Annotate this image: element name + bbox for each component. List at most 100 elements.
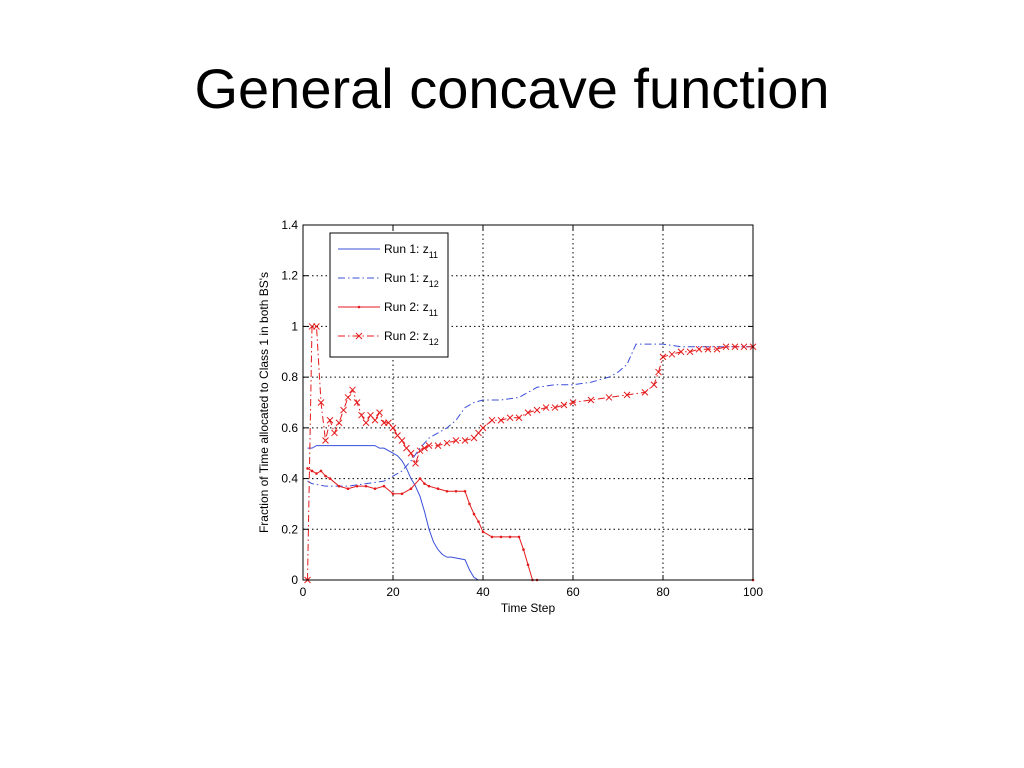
data-point: [499, 535, 503, 539]
data-point: [695, 345, 703, 353]
legend-label: Run 2: z11: [384, 300, 438, 318]
y-tick-label: 0.6: [281, 421, 298, 435]
data-point: [623, 391, 631, 399]
data-point: [517, 535, 521, 539]
legend-marker: [355, 332, 363, 340]
data-point: [515, 414, 523, 422]
data-point: [454, 489, 458, 493]
x-tick-label: 60: [566, 585, 580, 599]
series-line-4: [307, 325, 753, 581]
data-point: [409, 487, 413, 491]
data-point: [542, 404, 550, 411]
data-point: [740, 343, 748, 351]
data-point: [434, 442, 442, 449]
series-4: [304, 323, 757, 584]
data-point: [533, 406, 541, 414]
data-point: [508, 535, 512, 539]
data-point: [452, 437, 460, 444]
data-point: [416, 447, 424, 455]
data-point: [569, 399, 577, 406]
series-line-1: [307, 445, 753, 581]
data-point: [400, 492, 404, 496]
data-point: [389, 424, 397, 432]
data-point: [641, 389, 649, 396]
data-point: [423, 482, 426, 485]
x-tick-label: 20: [386, 585, 400, 599]
data-point: [418, 477, 422, 480]
series-line-2: [307, 343, 753, 487]
legend-label: Run 2: z12: [384, 329, 439, 347]
data-point: [436, 487, 440, 491]
data-point: [472, 512, 476, 516]
x-tick-label: 80: [656, 585, 670, 599]
x-tick-label: 100: [743, 585, 763, 599]
data-point: [506, 414, 514, 422]
series-2: [307, 343, 753, 487]
data-point: [412, 460, 419, 467]
y-axis-label: Fraction of Time allocated to Class 1 in…: [257, 272, 271, 533]
data-point: [427, 484, 431, 488]
data-point: [481, 530, 485, 534]
y-tick-label: 1.4: [281, 218, 298, 232]
data-point: [463, 489, 467, 493]
data-point: [335, 419, 343, 427]
data-point: [407, 449, 415, 457]
y-tick-label: 1.2: [281, 269, 298, 283]
series-line-3: [307, 467, 753, 581]
y-tick-label: 0.2: [281, 522, 298, 536]
data-point: [391, 492, 395, 496]
legend-entry-1: Run 1: z11: [338, 242, 438, 260]
data-point: [346, 487, 350, 491]
legend-label: Run 1: z12: [384, 271, 439, 289]
data-point: [659, 353, 667, 361]
slide-title: General concave function: [194, 57, 830, 120]
legend-entry-2: Run 1: z12: [338, 271, 439, 289]
legend: Run 1: z11 Run 1: z12 Run 2: z11 Run 2: z12: [329, 232, 449, 358]
data-point: [713, 345, 721, 353]
data-point: [488, 416, 496, 424]
data-point: [398, 437, 406, 444]
data-point: [677, 348, 685, 356]
data-point: [477, 520, 480, 523]
data-point: [306, 467, 309, 470]
data-point: [324, 474, 327, 478]
data-point: [349, 386, 356, 394]
data-point: [668, 350, 676, 358]
data-point: [524, 409, 532, 416]
data-point: [655, 368, 662, 376]
data-point: [322, 437, 329, 444]
data-point: [362, 419, 370, 427]
legend-box: [329, 232, 449, 358]
data-point: [587, 396, 595, 404]
data-point: [686, 348, 694, 356]
series-layer: [304, 323, 757, 584]
data-point: [355, 484, 359, 488]
data-point: [331, 429, 338, 437]
data-point: [326, 416, 334, 424]
data-point: [319, 469, 323, 473]
data-point: [704, 345, 712, 353]
data-point: [310, 469, 314, 473]
legend-entry-4: Run 2: z12: [338, 329, 439, 347]
data-point: [650, 381, 658, 389]
data-point: [522, 548, 525, 551]
data-point: [731, 343, 739, 351]
data-point: [337, 484, 341, 488]
data-point: [560, 401, 568, 409]
data-point: [526, 563, 530, 567]
data-point: [340, 406, 347, 414]
y-tick-label: 0: [291, 573, 298, 587]
data-point: [443, 439, 451, 447]
y-tick-label: 0.8: [281, 370, 298, 384]
data-point: [376, 409, 383, 416]
data-point: [490, 535, 494, 539]
data-point: [461, 437, 469, 444]
tick-layer: 0 20 40 60 80 100 0 0.2 0.4 0.6 0.8 1 1.2 1.4: [281, 218, 763, 599]
data-point: [551, 404, 559, 411]
y-tick-label: 0.4: [281, 472, 298, 486]
data-point: [479, 424, 487, 432]
plot-frame: [302, 224, 754, 581]
legend-marker: [357, 305, 361, 309]
series-3: [306, 467, 755, 582]
x-axis-label: Time Step: [501, 601, 556, 615]
